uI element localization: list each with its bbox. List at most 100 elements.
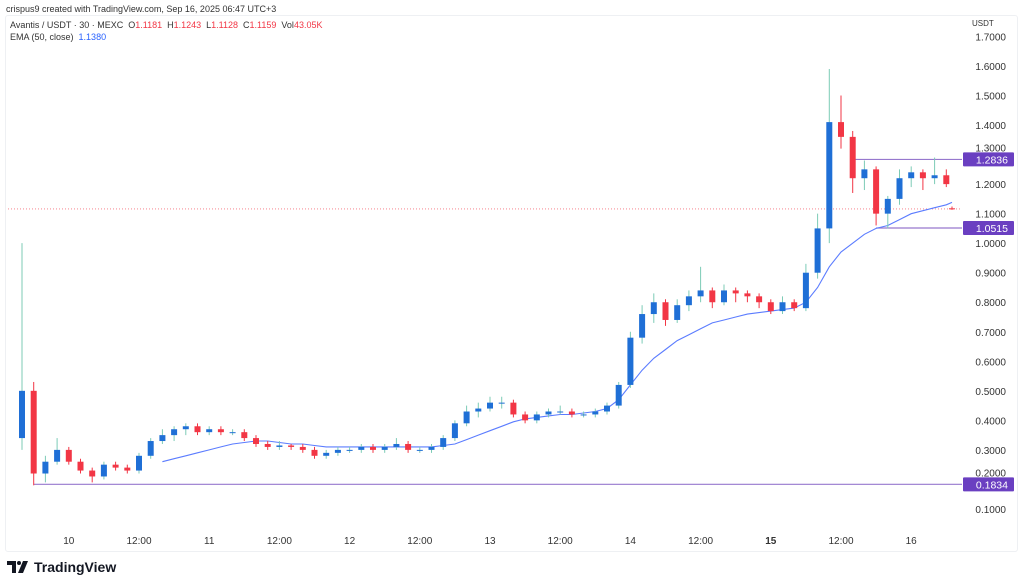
candle-body-down <box>311 449 318 456</box>
candle-body-up <box>592 411 599 415</box>
candle-body-up <box>19 390 25 439</box>
candle-body-down <box>194 426 201 433</box>
candle-body-up <box>580 414 587 416</box>
open-label: O <box>128 20 136 30</box>
close-value: 1.1159 <box>249 20 277 30</box>
candle-body-down <box>405 443 412 450</box>
candle-body-up <box>533 414 540 421</box>
candle-body-up <box>615 384 622 406</box>
candle-body-down <box>791 302 798 309</box>
candle-body-up <box>685 296 692 306</box>
x-tick-label: 12:00 <box>267 536 292 547</box>
y-tick-label: 1.3000 <box>975 143 1006 154</box>
y-tick-label: 0.8000 <box>975 298 1006 309</box>
candle-body-down <box>838 122 844 137</box>
candle-body-down <box>264 443 271 447</box>
candle-body-down <box>112 464 119 468</box>
candle-body-up <box>475 408 482 412</box>
candle-body-up <box>440 438 447 447</box>
candle-body-up <box>884 198 891 214</box>
candle-body-up <box>557 411 564 413</box>
price-level-tag-label: 1.0515 <box>976 223 1008 235</box>
y-tick-label: 1.7000 <box>975 32 1006 43</box>
candle-body-down <box>510 402 517 415</box>
x-tick-label: 11 <box>204 536 215 547</box>
candle-body-down <box>288 445 295 447</box>
candle-body-down <box>124 467 131 471</box>
candle-body-down <box>849 136 856 179</box>
ema-label[interactable]: EMA (50, close) <box>10 32 74 42</box>
candle-body-down <box>709 290 716 303</box>
candle-body-down <box>568 411 575 415</box>
candle-body-down <box>217 429 224 433</box>
candle-body-up <box>604 405 610 412</box>
y-tick-label: 0.5000 <box>975 387 1006 398</box>
volume-label: Vol <box>281 20 294 30</box>
candle-body-up <box>159 435 166 442</box>
y-tick-label: 0.1000 <box>975 505 1006 516</box>
ema-value: 1.1380 <box>78 32 107 42</box>
volume-value: 43.05K <box>293 20 323 30</box>
x-tick-label: 12:00 <box>407 536 432 547</box>
candle-body-down <box>77 461 84 471</box>
ema-row: EMA (50, close) 1.1380 <box>10 31 322 43</box>
candle-body-up <box>416 449 423 451</box>
x-tick-label: 13 <box>484 536 496 547</box>
candle-body-up <box>697 290 704 297</box>
candle-body-up <box>147 441 154 456</box>
candle-body-down <box>30 390 37 474</box>
tradingview-logo-icon <box>7 561 28 573</box>
candle-body-up <box>323 452 330 456</box>
candle-body-up <box>650 302 657 315</box>
candle-body-up <box>931 175 938 179</box>
candle-body-down <box>65 449 72 462</box>
candle-body-up <box>182 426 189 430</box>
y-tick-label: 1.6000 <box>975 62 1006 73</box>
y-tick-label: 0.9000 <box>975 269 1006 280</box>
x-tick-label: 12:00 <box>828 536 853 547</box>
y-tick-label: 0.2000 <box>975 468 1006 479</box>
candle-body-up <box>721 290 727 303</box>
y-tick-label: 1.0000 <box>975 239 1006 250</box>
candle-body-up <box>451 423 458 439</box>
price-level-tag <box>963 220 1014 235</box>
symbol-label[interactable]: Avantis / USDT · 30 · MEXC <box>10 20 124 30</box>
chart-credit: crispus9 created with TradingView.com, S… <box>6 4 277 14</box>
candle-body-down <box>241 432 248 439</box>
candle-body-up <box>498 402 505 404</box>
open-value: 1.1181 <box>135 20 163 30</box>
high-label: H <box>167 20 174 30</box>
low-value: 1.1128 <box>211 20 239 30</box>
y-tick-label: 0.6000 <box>975 357 1006 368</box>
y-tick-label: 1.2000 <box>975 180 1006 191</box>
y-tick-label: 0.3000 <box>975 446 1006 457</box>
candle-body-down <box>662 302 669 320</box>
candle-body-up <box>334 449 341 453</box>
tradingview-logo: TradingView <box>7 559 116 575</box>
x-tick-label: 10 <box>63 536 75 547</box>
high-value: 1.1243 <box>173 20 202 30</box>
x-tick-label: 15 <box>765 536 777 547</box>
candle-body-up <box>206 429 213 433</box>
candle-body-up <box>276 445 283 447</box>
x-tick-label: 16 <box>906 536 918 547</box>
candle-body-down <box>299 446 306 450</box>
candle-body-up <box>381 446 388 450</box>
candle-body-up <box>136 455 142 471</box>
x-tick-label: 12:00 <box>548 536 573 547</box>
candle-body-down <box>873 169 880 214</box>
candle-body-up <box>826 122 833 229</box>
ema-50-line <box>162 201 953 463</box>
candle-body-down <box>949 208 955 210</box>
candle-body-down <box>732 290 739 294</box>
candle-body-up <box>393 443 400 447</box>
candle-body-down <box>522 414 529 421</box>
candle-body-up <box>802 272 809 309</box>
y-tick-label: 0.4000 <box>975 416 1006 427</box>
candle-body-down <box>89 470 96 477</box>
candle-body-up <box>229 432 236 434</box>
candle-body-up <box>42 461 49 474</box>
y-tick-label: 0.7000 <box>975 328 1006 339</box>
x-tick-label: 12 <box>344 536 356 547</box>
